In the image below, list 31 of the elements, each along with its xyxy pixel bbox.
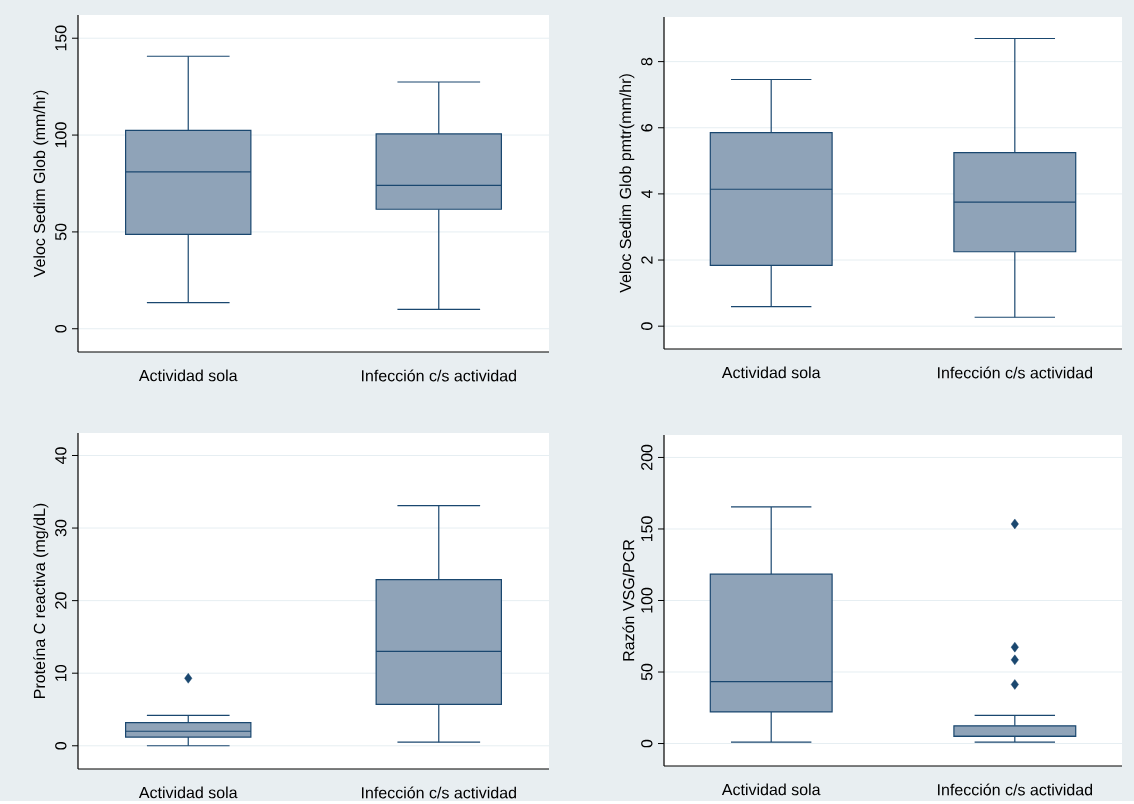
y-tick-label: 4 [641, 190, 653, 199]
y-tick-label: 0 [641, 322, 653, 331]
y-tick-label: 0 [55, 742, 67, 750]
y-tick-label: 100 [641, 587, 653, 613]
y-tick-label: 100 [55, 122, 67, 148]
y-axis-title: Veloc Sedim Glob pmtr(mm/hr) [619, 74, 635, 293]
y-tick-label: 6 [641, 124, 653, 132]
y-tick-label: 0 [641, 739, 653, 748]
y-tick-label: 8 [641, 57, 653, 66]
x-tick-label: Actividad sola [138, 369, 238, 382]
y-tick-label: 2 [641, 256, 653, 264]
y-axis-title: Proteína C reactiva (mg/dL) [33, 503, 49, 699]
y-tick-label: 0 [55, 325, 67, 333]
x-tick-label: Actividad sola [721, 783, 821, 796]
y-tick-label: 40 [55, 447, 67, 465]
x-tick-label: Actividad sola [721, 366, 821, 379]
y-axis-title: Veloc Sedim Glob (mm/hr) [33, 90, 49, 278]
y-tick-label: 30 [55, 519, 67, 537]
x-tick-label: Infección c/s actividad [938, 366, 1093, 379]
y-tick-label: 10 [55, 665, 67, 681]
x-tick-label: Infección c/s actividad [938, 783, 1093, 796]
y-axis-title: Razón VSG/PCR [622, 540, 635, 661]
y-tick-label: 200 [641, 444, 653, 471]
y-tick-label: 150 [55, 25, 67, 51]
y-tick-label: 20 [55, 592, 67, 609]
y-tick-label: 50 [55, 223, 67, 241]
y-tick-label: 50 [641, 663, 653, 681]
x-tick-label: Actividad sola [138, 786, 238, 799]
y-tick-label: 150 [641, 516, 653, 542]
x-tick-label: Infección c/s actividad [361, 786, 516, 799]
x-tick-label: Infección c/s actividad [361, 369, 516, 382]
